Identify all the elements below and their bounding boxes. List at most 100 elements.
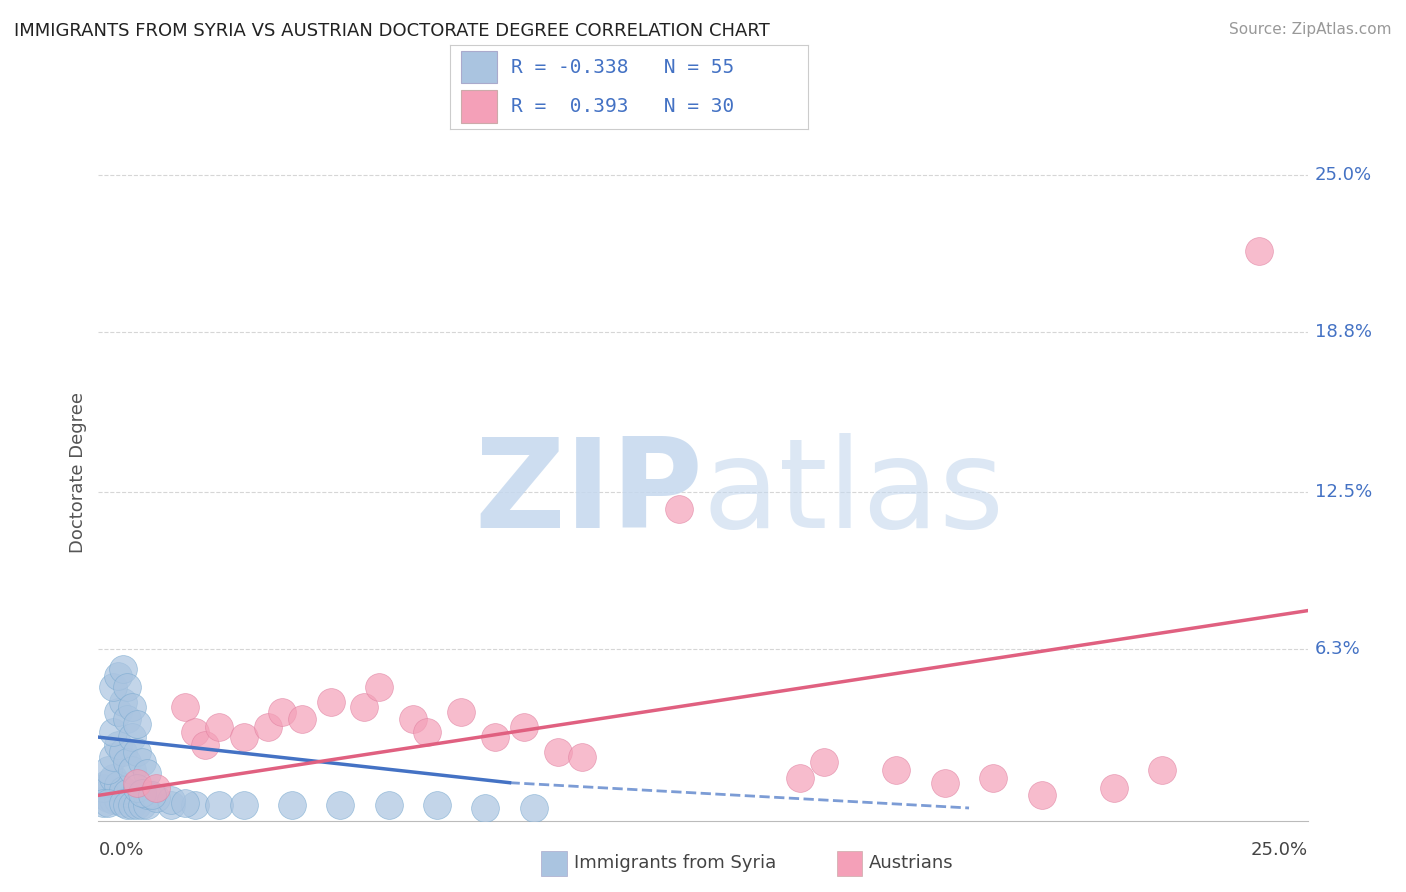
Point: [121, 730, 143, 744]
Point: [111, 695, 134, 709]
Point: [97, 796, 120, 810]
Text: atlas: atlas: [703, 434, 1005, 554]
Point: [91, 796, 114, 810]
Point: [571, 750, 593, 764]
Point: [1249, 244, 1271, 259]
Point: [523, 801, 546, 815]
Point: [97, 763, 120, 777]
Point: [127, 745, 149, 759]
Point: [402, 713, 425, 727]
Point: [127, 775, 149, 789]
Text: 25.0%: 25.0%: [1250, 841, 1308, 859]
Point: [107, 793, 129, 807]
Point: [135, 765, 157, 780]
Point: [281, 798, 304, 813]
Point: [1102, 780, 1125, 795]
Text: 6.3%: 6.3%: [1315, 640, 1361, 657]
Point: [184, 798, 207, 813]
Point: [121, 798, 143, 813]
Text: R = -0.338   N = 55: R = -0.338 N = 55: [510, 58, 734, 77]
Point: [886, 763, 908, 777]
Point: [547, 745, 569, 759]
Text: 0.0%: 0.0%: [98, 841, 143, 859]
Point: [813, 756, 835, 770]
Point: [127, 798, 149, 813]
Point: [141, 789, 163, 803]
Point: [117, 756, 139, 770]
Point: [135, 789, 157, 803]
Point: [319, 695, 342, 709]
Point: [97, 775, 120, 789]
Point: [232, 730, 254, 744]
Text: 25.0%: 25.0%: [1315, 167, 1372, 185]
Point: [981, 771, 1004, 785]
Point: [101, 750, 124, 764]
Point: [377, 798, 399, 813]
Point: [97, 790, 120, 805]
Point: [1152, 763, 1174, 777]
Point: [789, 771, 811, 785]
Point: [111, 745, 134, 759]
Point: [368, 680, 391, 694]
Point: [145, 790, 167, 805]
Text: 12.5%: 12.5%: [1315, 483, 1372, 500]
Point: [450, 705, 472, 719]
Point: [91, 789, 114, 803]
Point: [101, 680, 124, 694]
Bar: [461, 51, 496, 83]
Point: [107, 738, 129, 752]
Point: [107, 669, 129, 683]
Point: [131, 756, 153, 770]
Point: [101, 725, 124, 739]
Text: Immigrants from Syria: Immigrants from Syria: [574, 855, 776, 872]
Point: [160, 798, 183, 813]
Point: [426, 798, 449, 813]
Point: [668, 502, 690, 516]
Point: [131, 786, 153, 800]
Point: [174, 796, 197, 810]
Text: R =  0.393   N = 30: R = 0.393 N = 30: [510, 97, 734, 116]
Point: [91, 780, 114, 795]
Point: [256, 720, 278, 734]
Point: [117, 680, 139, 694]
Point: [127, 717, 149, 731]
Point: [208, 798, 231, 813]
Point: [145, 780, 167, 795]
Point: [353, 699, 375, 714]
Point: [117, 713, 139, 727]
Point: [160, 793, 183, 807]
Point: [107, 778, 129, 792]
Point: [111, 662, 134, 676]
Point: [121, 763, 143, 777]
Point: [117, 786, 139, 800]
Point: [1031, 789, 1053, 803]
Bar: [461, 90, 496, 122]
Point: [111, 783, 134, 797]
Point: [232, 798, 254, 813]
Point: [111, 796, 134, 810]
Text: IMMIGRANTS FROM SYRIA VS AUSTRIAN DOCTORATE DEGREE CORRELATION CHART: IMMIGRANTS FROM SYRIA VS AUSTRIAN DOCTOR…: [14, 22, 770, 40]
Point: [271, 705, 294, 719]
Point: [107, 705, 129, 719]
Point: [474, 801, 496, 815]
Point: [101, 771, 124, 785]
Point: [484, 730, 506, 744]
Point: [184, 725, 207, 739]
Point: [174, 699, 197, 714]
Text: Austrians: Austrians: [869, 855, 953, 872]
Point: [117, 798, 139, 813]
Y-axis label: Doctorate Degree: Doctorate Degree: [69, 392, 87, 553]
Point: [934, 775, 956, 789]
Point: [329, 798, 352, 813]
Point: [290, 713, 312, 727]
Point: [131, 798, 153, 813]
Point: [194, 738, 217, 752]
Point: [121, 699, 143, 714]
Text: ZIP: ZIP: [474, 434, 703, 554]
Point: [513, 720, 536, 734]
Point: [101, 793, 124, 807]
Point: [127, 780, 149, 795]
Point: [135, 798, 157, 813]
Point: [208, 720, 231, 734]
Text: 18.8%: 18.8%: [1315, 323, 1372, 342]
